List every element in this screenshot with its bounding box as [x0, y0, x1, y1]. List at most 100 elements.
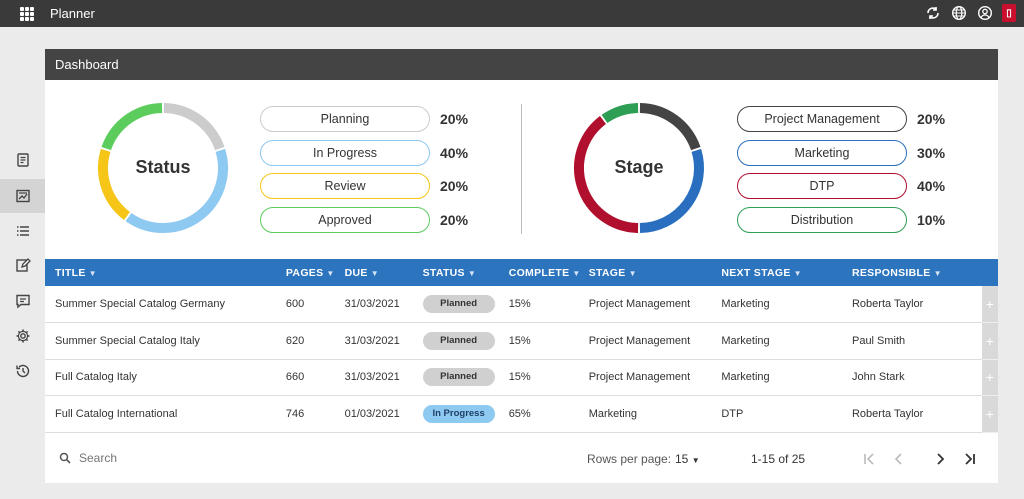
cell-title: Summer Special Catalog Germany — [45, 286, 276, 323]
sort-arrow-icon: ▼ — [628, 268, 637, 278]
status-legend-percent: 40% — [440, 144, 469, 161]
rows-per-page-select[interactable]: 15 ▼ — [675, 452, 700, 466]
chat-icon — [15, 294, 30, 309]
cell-title: Summer Special Catalog Italy — [45, 322, 276, 360]
column-header-next-stage[interactable]: NEXT STAGE ▼ — [711, 259, 842, 286]
list-icon — [16, 226, 29, 236]
stage-legend-percent: 20% — [917, 111, 946, 127]
stage-legend-item: Marketing 30% — [737, 139, 957, 166]
stage-legend-item: DTP 40% — [737, 173, 957, 199]
cell-next-stage: Marketing — [711, 322, 842, 360]
sidebar-item-history[interactable] — [0, 354, 45, 388]
globe-icon[interactable] — [950, 4, 968, 22]
expand-row-button[interactable]: + — [981, 286, 998, 323]
cell-due: 31/03/2021 — [334, 322, 413, 360]
stage-legend-item: Project Management 20% — [737, 106, 957, 132]
document-list-icon — [16, 153, 29, 167]
column-header-pages[interactable]: PAGES ▼ — [275, 259, 335, 286]
status-badge: Planned — [422, 368, 495, 387]
sidebar — [0, 27, 45, 499]
cell-status: Planned — [412, 286, 499, 323]
next-page-button[interactable] — [931, 449, 949, 469]
stage-donut-chart — [574, 103, 704, 233]
cell-complete: 15% — [498, 359, 579, 396]
status-legend-percent: 20% — [440, 111, 469, 127]
expand-row-button[interactable]: + — [981, 359, 998, 396]
column-header-status[interactable]: STATUS ▼ — [412, 259, 499, 286]
sidebar-item-list[interactable] — [0, 214, 45, 248]
table-row[interactable]: Full Catalog Italy 660 31/03/2021 Planned 15… — [45, 359, 998, 396]
status-legend-percent: 20% — [440, 178, 469, 194]
table-row[interactable]: Full Catalog International 746 01/03/2021 I… — [45, 395, 998, 433]
cell-pages: 660 — [275, 359, 335, 396]
search-input[interactable] — [79, 451, 279, 465]
status-slice-in-progress — [125, 148, 228, 233]
cell-stage: Project Management — [578, 286, 712, 323]
history-icon — [15, 364, 29, 378]
column-header-label: STATUS — [422, 266, 465, 279]
status-chart-label: Status — [135, 157, 191, 177]
user-account-icon[interactable] — [976, 4, 994, 22]
column-header-label: STAGE — [588, 266, 626, 279]
pagination-range: 1-15 of 25 — [751, 452, 806, 466]
column-header-responsible[interactable]: RESPONSIBLE ▼ — [841, 259, 982, 286]
first-page-button[interactable] — [860, 449, 878, 469]
sort-arrow-icon: ▼ — [467, 268, 477, 278]
table-row[interactable]: Summer Special Catalog Germany 600 31/03/2… — [45, 286, 998, 323]
cell-due: 31/03/2021 — [334, 359, 413, 396]
sort-arrow-icon: ▼ — [572, 268, 581, 278]
expand-row-button[interactable]: + — [981, 322, 998, 360]
cell-stage: Project Management — [578, 359, 712, 396]
sidebar-item-edit[interactable] — [0, 248, 45, 282]
cell-stage: Marketing — [578, 395, 712, 433]
cell-status: In Progress — [412, 395, 499, 433]
sync-icon[interactable] — [924, 4, 942, 22]
cell-complete: 65% — [498, 395, 579, 433]
rows-per-page-label: Rows per page: — [587, 452, 672, 466]
column-header-label: RESPONSIBLE — [851, 266, 931, 279]
column-header-title[interactable]: TITLE ▼ — [45, 259, 276, 286]
table-row[interactable]: Summer Special Catalog Italy 620 31/03/202… — [45, 322, 998, 360]
cell-title: Full Catalog International — [45, 395, 276, 433]
dashboard-chart-icon — [15, 189, 30, 203]
status-legend-label: Planning — [260, 106, 430, 132]
stage-chart-label: Stage — [614, 157, 664, 177]
cell-responsible: John Stark — [841, 359, 982, 396]
sidebar-item-dashboard[interactable] — [0, 179, 45, 213]
stage-legend-label: Distribution — [737, 206, 907, 233]
column-header-complete[interactable]: COMPLETE ▼ — [498, 259, 581, 286]
status-legend-percent: 20% — [440, 211, 469, 228]
table-footer: Rows per page: 15 ▼ 1-15 of 25 — [45, 437, 998, 483]
panel-title: Dashboard — [55, 57, 119, 72]
expand-row-button[interactable]: + — [981, 395, 998, 433]
search-icon — [59, 452, 71, 464]
column-header-label: DUE — [344, 266, 368, 279]
cell-title: Full Catalog Italy — [45, 359, 276, 396]
status-legend-item: Approved 20% — [260, 206, 480, 233]
stage-legend-label: Project Management — [737, 106, 907, 132]
caret-down-icon: ▼ — [691, 456, 700, 465]
stage-legend-label: DTP — [737, 173, 907, 199]
column-header-due[interactable]: DUE ▼ — [334, 259, 413, 286]
chevron-right-icon — [937, 453, 945, 465]
column-header-stage[interactable]: STAGE ▼ — [578, 259, 712, 286]
column-header-label: COMPLETE — [508, 266, 570, 279]
cell-next-stage: Marketing — [711, 286, 842, 323]
cell-status: Planned — [412, 322, 499, 360]
rows-per-page-value: 15 — [675, 452, 689, 466]
apps-grid-icon[interactable] — [20, 6, 34, 21]
cell-pages: 600 — [275, 286, 335, 323]
last-page-icon — [965, 453, 975, 465]
table-header-row: TITLE ▼ PAGES ▼ DUE ▼ STATUS ▼ COMPLETE ▼ STAGE ▼ NE… — [45, 259, 998, 286]
search-box[interactable] — [59, 451, 279, 465]
sidebar-item-settings[interactable] — [0, 319, 45, 353]
sidebar-item-messages[interactable] — [0, 284, 45, 318]
previous-page-button[interactable] — [890, 449, 908, 469]
column-header-label: TITLE — [55, 266, 86, 279]
sidebar-item-documents[interactable] — [0, 143, 45, 177]
cell-status: Planned — [412, 359, 499, 396]
cell-pages: 620 — [275, 322, 335, 360]
cell-next-stage: Marketing — [711, 359, 842, 396]
last-page-button[interactable] — [961, 449, 979, 469]
status-slice-review — [98, 148, 131, 220]
